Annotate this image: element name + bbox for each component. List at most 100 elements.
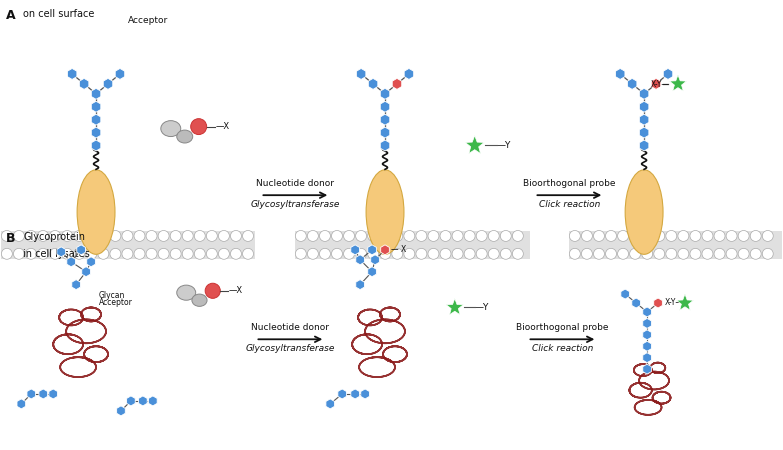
Circle shape bbox=[452, 248, 463, 259]
Circle shape bbox=[13, 230, 24, 241]
Polygon shape bbox=[355, 279, 364, 290]
Circle shape bbox=[230, 248, 241, 259]
Text: A: A bbox=[6, 9, 16, 22]
Circle shape bbox=[295, 248, 306, 259]
Circle shape bbox=[618, 230, 629, 241]
Polygon shape bbox=[92, 140, 101, 151]
Text: Bioorthogonal probe: Bioorthogonal probe bbox=[516, 324, 608, 333]
Polygon shape bbox=[77, 245, 85, 255]
Circle shape bbox=[49, 248, 60, 259]
Circle shape bbox=[191, 119, 207, 135]
Polygon shape bbox=[72, 279, 81, 290]
Circle shape bbox=[158, 230, 169, 241]
Polygon shape bbox=[92, 127, 101, 138]
Circle shape bbox=[38, 248, 49, 259]
Circle shape bbox=[702, 248, 713, 259]
Polygon shape bbox=[446, 298, 464, 315]
Circle shape bbox=[110, 230, 121, 241]
Text: in cell lysates: in cell lysates bbox=[23, 249, 90, 259]
Circle shape bbox=[416, 230, 427, 241]
Text: Acceptor: Acceptor bbox=[128, 16, 168, 25]
Text: —X: —X bbox=[215, 122, 229, 131]
Circle shape bbox=[205, 283, 220, 298]
Circle shape bbox=[738, 248, 749, 259]
Polygon shape bbox=[632, 298, 640, 308]
Text: Click reaction: Click reaction bbox=[532, 344, 593, 353]
Polygon shape bbox=[381, 101, 390, 112]
Circle shape bbox=[355, 248, 366, 259]
Circle shape bbox=[489, 248, 500, 259]
Circle shape bbox=[380, 248, 391, 259]
Circle shape bbox=[392, 248, 402, 259]
Polygon shape bbox=[643, 353, 651, 363]
Circle shape bbox=[122, 230, 133, 241]
Polygon shape bbox=[643, 341, 651, 351]
Polygon shape bbox=[404, 68, 413, 79]
Circle shape bbox=[86, 230, 97, 241]
Polygon shape bbox=[79, 78, 88, 90]
Circle shape bbox=[218, 248, 229, 259]
Circle shape bbox=[13, 248, 24, 259]
Ellipse shape bbox=[177, 130, 193, 143]
Polygon shape bbox=[326, 399, 334, 409]
Polygon shape bbox=[351, 389, 359, 399]
Circle shape bbox=[512, 248, 523, 259]
Polygon shape bbox=[67, 257, 75, 267]
Polygon shape bbox=[640, 114, 649, 125]
Circle shape bbox=[319, 248, 330, 259]
Circle shape bbox=[666, 230, 677, 241]
Circle shape bbox=[500, 230, 511, 241]
Circle shape bbox=[594, 230, 604, 241]
Polygon shape bbox=[39, 389, 48, 399]
Polygon shape bbox=[368, 245, 377, 255]
Circle shape bbox=[512, 230, 523, 241]
Polygon shape bbox=[337, 389, 347, 399]
Polygon shape bbox=[92, 88, 101, 99]
Circle shape bbox=[2, 230, 13, 241]
Polygon shape bbox=[392, 78, 402, 90]
Polygon shape bbox=[627, 78, 637, 90]
Circle shape bbox=[605, 248, 616, 259]
Circle shape bbox=[331, 248, 342, 259]
Circle shape bbox=[428, 230, 439, 241]
Polygon shape bbox=[643, 364, 651, 374]
Text: —Y: —Y bbox=[474, 303, 489, 312]
Circle shape bbox=[750, 248, 761, 259]
Polygon shape bbox=[621, 289, 630, 299]
Circle shape bbox=[654, 230, 665, 241]
Circle shape bbox=[26, 248, 37, 259]
Bar bbox=[295, 231, 529, 259]
Ellipse shape bbox=[77, 170, 115, 254]
Circle shape bbox=[763, 230, 774, 241]
Circle shape bbox=[207, 230, 218, 241]
Circle shape bbox=[243, 230, 254, 241]
Circle shape bbox=[74, 248, 85, 259]
Circle shape bbox=[62, 230, 73, 241]
Polygon shape bbox=[651, 78, 661, 90]
Ellipse shape bbox=[177, 285, 196, 300]
Circle shape bbox=[368, 230, 379, 241]
Circle shape bbox=[569, 248, 580, 259]
Circle shape bbox=[194, 230, 205, 241]
Text: X-Y—: X-Y— bbox=[651, 80, 669, 89]
Circle shape bbox=[489, 230, 500, 241]
Circle shape bbox=[690, 248, 701, 259]
Circle shape bbox=[134, 248, 145, 259]
Circle shape bbox=[344, 248, 355, 259]
Circle shape bbox=[654, 248, 665, 259]
Polygon shape bbox=[103, 78, 113, 90]
Circle shape bbox=[74, 230, 85, 241]
Circle shape bbox=[98, 230, 109, 241]
Circle shape bbox=[158, 248, 169, 259]
Polygon shape bbox=[355, 255, 364, 265]
Circle shape bbox=[49, 230, 60, 241]
Text: X-Y—: X-Y— bbox=[665, 298, 684, 307]
Circle shape bbox=[678, 230, 689, 241]
Circle shape bbox=[38, 230, 49, 241]
Text: — X: — X bbox=[391, 245, 406, 254]
Polygon shape bbox=[149, 396, 157, 406]
Circle shape bbox=[726, 230, 737, 241]
Polygon shape bbox=[669, 75, 687, 91]
Circle shape bbox=[86, 248, 97, 259]
Circle shape bbox=[500, 248, 511, 259]
